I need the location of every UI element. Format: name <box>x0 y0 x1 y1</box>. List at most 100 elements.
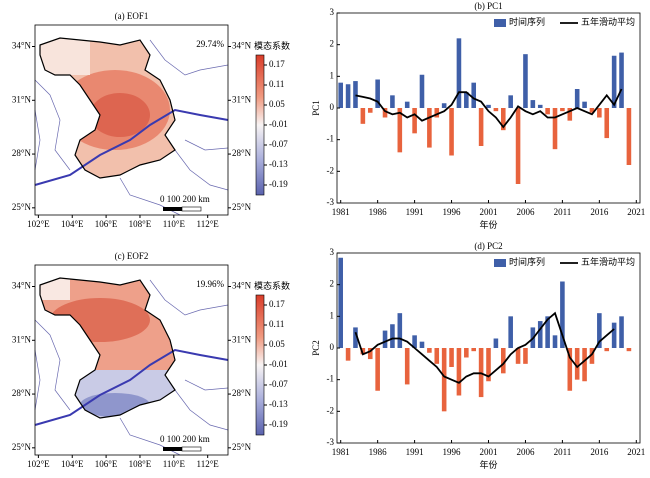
bar <box>515 348 521 364</box>
x-tick-label: 106°E <box>95 459 118 469</box>
colorbar-label: 模态系数 <box>254 280 290 291</box>
variance-label: 19.96% <box>196 279 224 289</box>
bar <box>419 341 425 348</box>
x-tick-label: 110°E <box>163 219 186 229</box>
colorbar-tick-label: -0.19 <box>269 179 288 189</box>
x-tick-label: 108°E <box>129 459 152 469</box>
y-tick-label: 31°N <box>12 334 32 344</box>
x-tick-label: 2006 <box>516 447 535 457</box>
bar <box>338 257 343 348</box>
bar <box>397 313 403 348</box>
y-tick-label: 2 <box>330 39 335 49</box>
colorbar-tick-label: 0.05 <box>269 99 285 109</box>
map-frame <box>34 264 229 456</box>
bar <box>464 348 469 358</box>
map-title: (a) EOF1 <box>115 11 149 21</box>
x-tick-label: 2011 <box>554 447 572 457</box>
bar <box>486 104 491 108</box>
x-tick-label: 1991 <box>406 447 424 457</box>
bar <box>500 108 506 131</box>
bar <box>626 348 632 352</box>
x-tick-label: 2006 <box>516 207 535 217</box>
x-tick-label: 104°E <box>61 219 84 229</box>
bar <box>419 74 425 108</box>
bar <box>353 327 358 348</box>
bar <box>404 101 410 108</box>
bar <box>360 348 366 355</box>
x-tick-label: 1991 <box>406 207 424 217</box>
bar <box>508 95 513 108</box>
bar <box>597 313 602 348</box>
bar <box>397 108 403 153</box>
map-frame <box>34 24 229 216</box>
y2-tick-label: 25°N <box>232 442 252 452</box>
bar <box>597 108 602 118</box>
bar <box>382 330 388 348</box>
bar <box>345 84 351 108</box>
bar <box>434 108 440 118</box>
y-tick-label: 31°N <box>12 94 32 104</box>
y-tick-label: -1 <box>327 374 335 384</box>
bar <box>441 103 447 108</box>
y-tick-label: 34°N <box>12 281 32 291</box>
scale-bar-white <box>181 206 202 212</box>
moving-average-line <box>355 88 623 129</box>
bar <box>367 348 373 360</box>
bar <box>567 348 573 391</box>
legend-label: 五年滑动平均 <box>581 256 635 267</box>
x-tick-label: 102°E <box>27 219 50 229</box>
colorbar-tick-label: -0.01 <box>269 119 288 129</box>
bar <box>412 335 417 348</box>
variance-label: 29.74% <box>196 39 224 49</box>
x-tick-label: 108°E <box>129 219 152 229</box>
bar <box>619 316 624 348</box>
x-tick-label: 2011 <box>554 207 572 217</box>
moving-average-line <box>354 311 615 384</box>
bar <box>434 348 440 364</box>
x-tick-label: 104°E <box>61 459 84 469</box>
bar <box>560 108 565 112</box>
y-tick-label: -3 <box>327 437 335 447</box>
x-axis-label: 年份 <box>479 459 497 470</box>
bar <box>449 348 454 367</box>
y-tick-label: 28°N <box>12 388 32 398</box>
colorbar-tick-label: -0.01 <box>269 359 288 369</box>
legend-swatch <box>494 259 506 267</box>
colorbar-tick-label: 0.05 <box>269 339 285 349</box>
scale-bar-black <box>163 447 182 451</box>
bar <box>604 348 610 352</box>
x-tick-label: 106°E <box>95 219 118 229</box>
colorbar-tick-label: -0.13 <box>269 159 288 169</box>
y-tick-label: 25°N <box>12 442 32 452</box>
x-tick-label: 1996 <box>443 447 462 457</box>
bar <box>611 322 617 348</box>
map-body <box>30 25 229 216</box>
colorbar-tick-label: -0.13 <box>269 399 288 409</box>
bar <box>619 52 624 108</box>
bar <box>382 108 388 118</box>
bar <box>360 108 366 124</box>
bar <box>390 95 395 108</box>
y-tick-label: 34°N <box>12 41 32 51</box>
x-axis-label: 年份 <box>479 219 497 230</box>
bar <box>589 348 595 364</box>
bar <box>493 338 499 348</box>
x-tick-label: 2016 <box>590 447 609 457</box>
y2-tick-label: 31°N <box>232 94 252 104</box>
x-tick-label: 1981 <box>332 207 350 217</box>
bar <box>552 108 558 150</box>
legend-label: 五年滑动平均 <box>581 16 635 27</box>
bar <box>604 108 610 139</box>
chart-title: (d) PC2 <box>474 241 502 251</box>
map-body <box>30 265 229 456</box>
colorbar-tick-label: 0.11 <box>269 319 284 329</box>
x-tick-label: 2021 <box>627 207 645 217</box>
bar <box>582 348 587 382</box>
map-title: (c) EOF2 <box>115 251 149 261</box>
bar <box>611 55 617 108</box>
y2-tick-label: 31°N <box>232 334 252 344</box>
x-tick-label: 1986 <box>369 207 388 217</box>
bar <box>567 108 573 121</box>
colorbar-label: 模态系数 <box>254 40 290 51</box>
bar <box>456 348 462 396</box>
